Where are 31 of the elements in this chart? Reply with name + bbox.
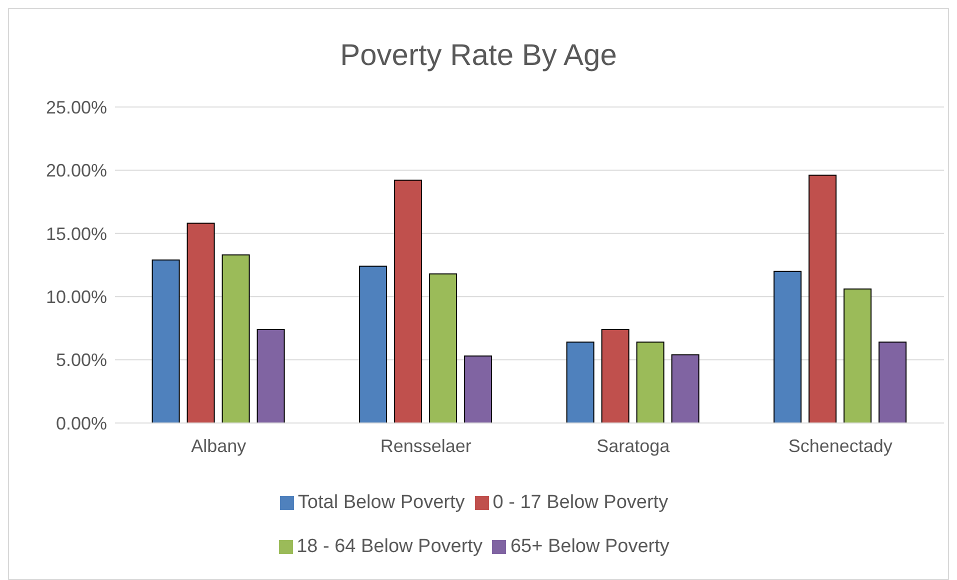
x-tick-label: Rensselaer xyxy=(380,436,472,456)
bar xyxy=(636,342,664,423)
y-tick-label: 0.00% xyxy=(56,413,107,434)
bar xyxy=(808,174,837,423)
x-tick-label: Schenectady xyxy=(788,436,892,456)
bar xyxy=(878,342,907,423)
legend-label: Total Below Poverty xyxy=(298,492,465,513)
bar xyxy=(601,328,630,423)
y-tick-label: 10.00% xyxy=(46,286,107,307)
bar xyxy=(671,354,700,423)
bar xyxy=(152,259,180,423)
legend-label: 18 - 64 Below Poverty xyxy=(296,536,482,557)
bar xyxy=(774,270,802,423)
bar xyxy=(566,342,594,423)
y-tick-label: 25.00% xyxy=(46,97,107,118)
x-tick-label: Saratoga xyxy=(596,436,671,456)
chart-title: Poverty Rate By Age xyxy=(339,39,618,74)
bar xyxy=(844,288,872,423)
legend-label: 0 - 17 Below Poverty xyxy=(492,492,668,513)
bar xyxy=(186,222,215,423)
legend-label: 65+ Below Poverty xyxy=(510,536,670,557)
y-tick-label: 20.00% xyxy=(46,160,107,181)
x-tick-label: Albany xyxy=(191,436,246,456)
bar xyxy=(429,273,458,423)
y-tick-label: 15.00% xyxy=(46,224,107,244)
bar xyxy=(359,266,388,423)
y-tick-label: 5.00% xyxy=(56,350,107,370)
bar xyxy=(222,254,250,423)
bar xyxy=(464,356,492,423)
bar xyxy=(394,180,422,423)
bar xyxy=(256,328,285,423)
